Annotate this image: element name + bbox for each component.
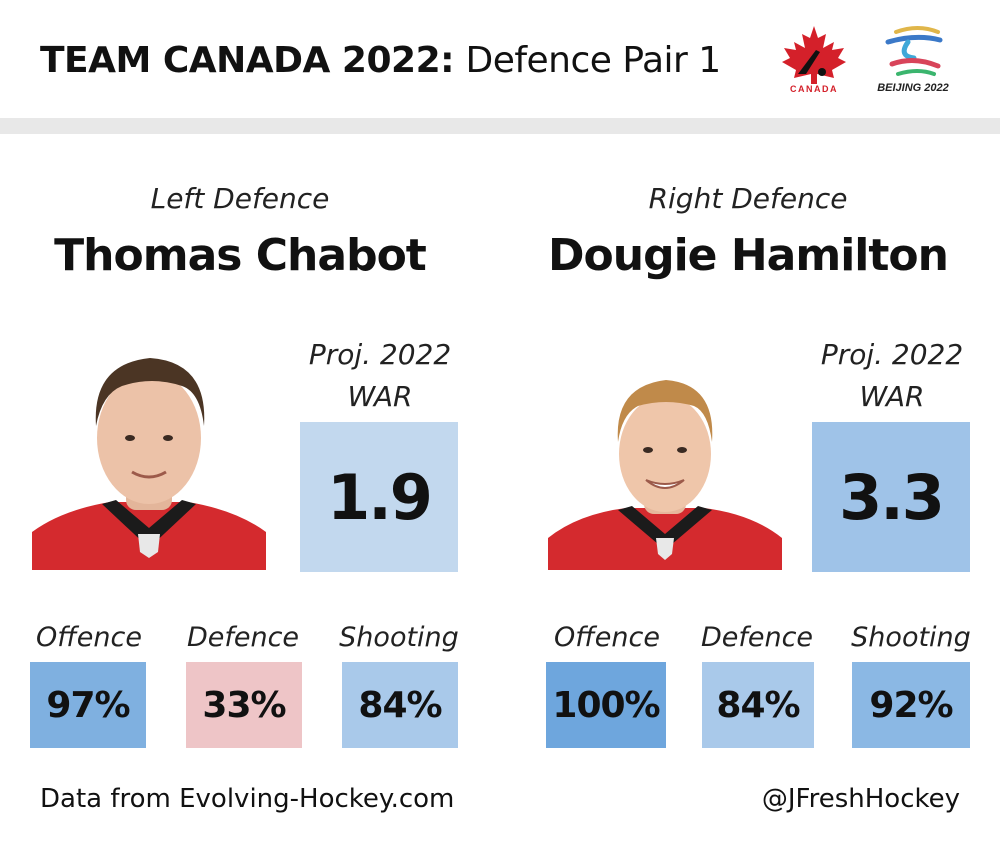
header-divider — [0, 118, 1000, 134]
war-value-box: 3.3 — [812, 422, 970, 572]
stat-box-shooting: 92% — [852, 662, 970, 748]
war-label-line2: WAR — [347, 380, 413, 413]
beijing-logo-text: BEIJING 2022 — [877, 82, 949, 94]
stat-box-defence: 33% — [186, 662, 302, 748]
stat-box-shooting: 84% — [342, 662, 458, 748]
page-title: TEAM CANADA 2022: Defence Pair 1 — [40, 38, 721, 84]
war-label-line1: Proj. 2022 — [308, 338, 452, 371]
beijing-2022-emblem-icon: BEIJING 2022 — [868, 22, 958, 98]
player-position: Right Defence — [648, 182, 848, 215]
title-pair: Defence Pair 1 — [465, 40, 721, 81]
stat-label-shooting: Shooting — [339, 622, 459, 653]
war-label: Proj. 2022 WAR — [300, 334, 460, 418]
author-handle: @JFreshHockey — [761, 784, 960, 814]
canada-logo-text: CANADA — [790, 84, 838, 94]
stat-label-offence: Offence — [554, 622, 660, 653]
header: TEAM CANADA 2022: Defence Pair 1 CANADA … — [0, 0, 1000, 118]
player-card-right: Right Defence Dougie Hamilton Proj. 2022… — [520, 134, 1000, 754]
war-value-box: 1.9 — [300, 422, 458, 572]
player-name: Dougie Hamilton — [548, 230, 949, 281]
player-position: Left Defence — [150, 182, 330, 215]
stat-label-defence: Defence — [700, 622, 814, 653]
war-label-line1: Proj. 2022 — [820, 338, 964, 371]
title-team: TEAM CANADA 2022: — [40, 40, 455, 81]
player-name: Thomas Chabot — [54, 230, 427, 281]
player-headshot-icon — [32, 342, 266, 570]
stat-label-defence: Defence — [186, 622, 300, 653]
player-headshot-icon — [548, 342, 782, 570]
player-card-left: Left Defence Thomas Chabot Proj. 2022 WA… — [0, 134, 500, 754]
stat-box-offence: 97% — [30, 662, 146, 748]
stat-label-offence: Offence — [36, 622, 142, 653]
war-label: Proj. 2022 WAR — [812, 334, 972, 418]
stat-box-defence: 84% — [702, 662, 814, 748]
hockey-canada-logo-icon: CANADA — [776, 24, 852, 98]
data-source: Data from Evolving-Hockey.com — [40, 784, 455, 814]
stat-box-offence: 100% — [546, 662, 666, 748]
stat-label-shooting: Shooting — [851, 622, 971, 653]
war-label-line2: WAR — [859, 380, 925, 413]
